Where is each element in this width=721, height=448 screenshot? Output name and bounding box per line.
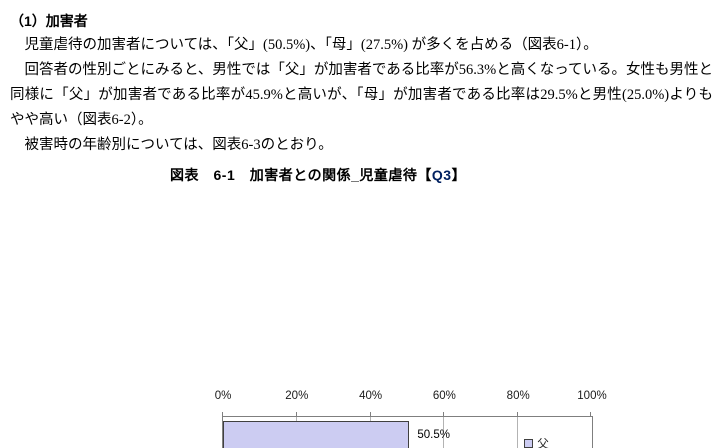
bar-父 bbox=[223, 421, 410, 448]
gridline bbox=[517, 417, 519, 448]
legend: 父母継父継母祖父母その他 bbox=[524, 429, 592, 448]
x-tick-label: 80% bbox=[506, 390, 530, 402]
figure-title-bracket-open: 【 bbox=[417, 167, 432, 183]
figure-title-bracket-close: 】 bbox=[451, 167, 467, 183]
axis-tick bbox=[369, 412, 371, 417]
paragraph: 被害時の年齢別については、図表6-3のとおり。 bbox=[24, 137, 333, 153]
axis-tick bbox=[590, 412, 591, 417]
figure-title-q3: Q3 bbox=[431, 167, 452, 183]
x-tick-label: 100% bbox=[577, 390, 607, 402]
bar-value-label: 50.5% bbox=[417, 429, 450, 441]
axis-tick bbox=[443, 412, 445, 417]
figure-title: 図表 6-1 加害者との関係_児童虐待【Q3】 bbox=[170, 166, 466, 184]
gridline bbox=[443, 417, 445, 448]
plot-area: 50.5%27.5%1.8%3.7%2.8%13.8%父母継父継母祖父母その他 bbox=[222, 412, 593, 448]
axis-tick bbox=[517, 412, 519, 417]
figure-title-text: 図表 6-1 加害者との関係_児童虐待 bbox=[170, 167, 418, 183]
bar-chart: 児童虐待（109） 0%20%40%60%80%100% 50.5%27.5%1… bbox=[0, 190, 721, 448]
legend-item-父: 父 bbox=[524, 429, 592, 448]
x-tick-label: 60% bbox=[432, 390, 456, 402]
legend-label: 父 bbox=[537, 437, 550, 448]
legend-marker-icon bbox=[524, 439, 533, 448]
axis-tick bbox=[295, 412, 297, 417]
x-tick-label: 40% bbox=[359, 390, 383, 402]
x-axis-tick-labels: 0% 20% 40% 60% 80% 100% bbox=[215, 390, 607, 405]
section-heading: （1）加害者 bbox=[10, 13, 88, 29]
paragraph: 回答者の性別ごとにみると、男性では「父」が加害者である比率が56.3%と高くなっ… bbox=[10, 62, 713, 128]
x-tick-label: 20% bbox=[285, 390, 309, 402]
x-tick-label: 0% bbox=[214, 390, 232, 402]
body-text: 児童虐待の加害者については、「父」(50.5%)、「母」(27.5%) が多くを… bbox=[10, 33, 713, 158]
paragraph: 児童虐待の加害者については、「父」(50.5%)、「母」(27.5%) が多くを… bbox=[24, 37, 598, 53]
axis-tick bbox=[222, 412, 223, 417]
